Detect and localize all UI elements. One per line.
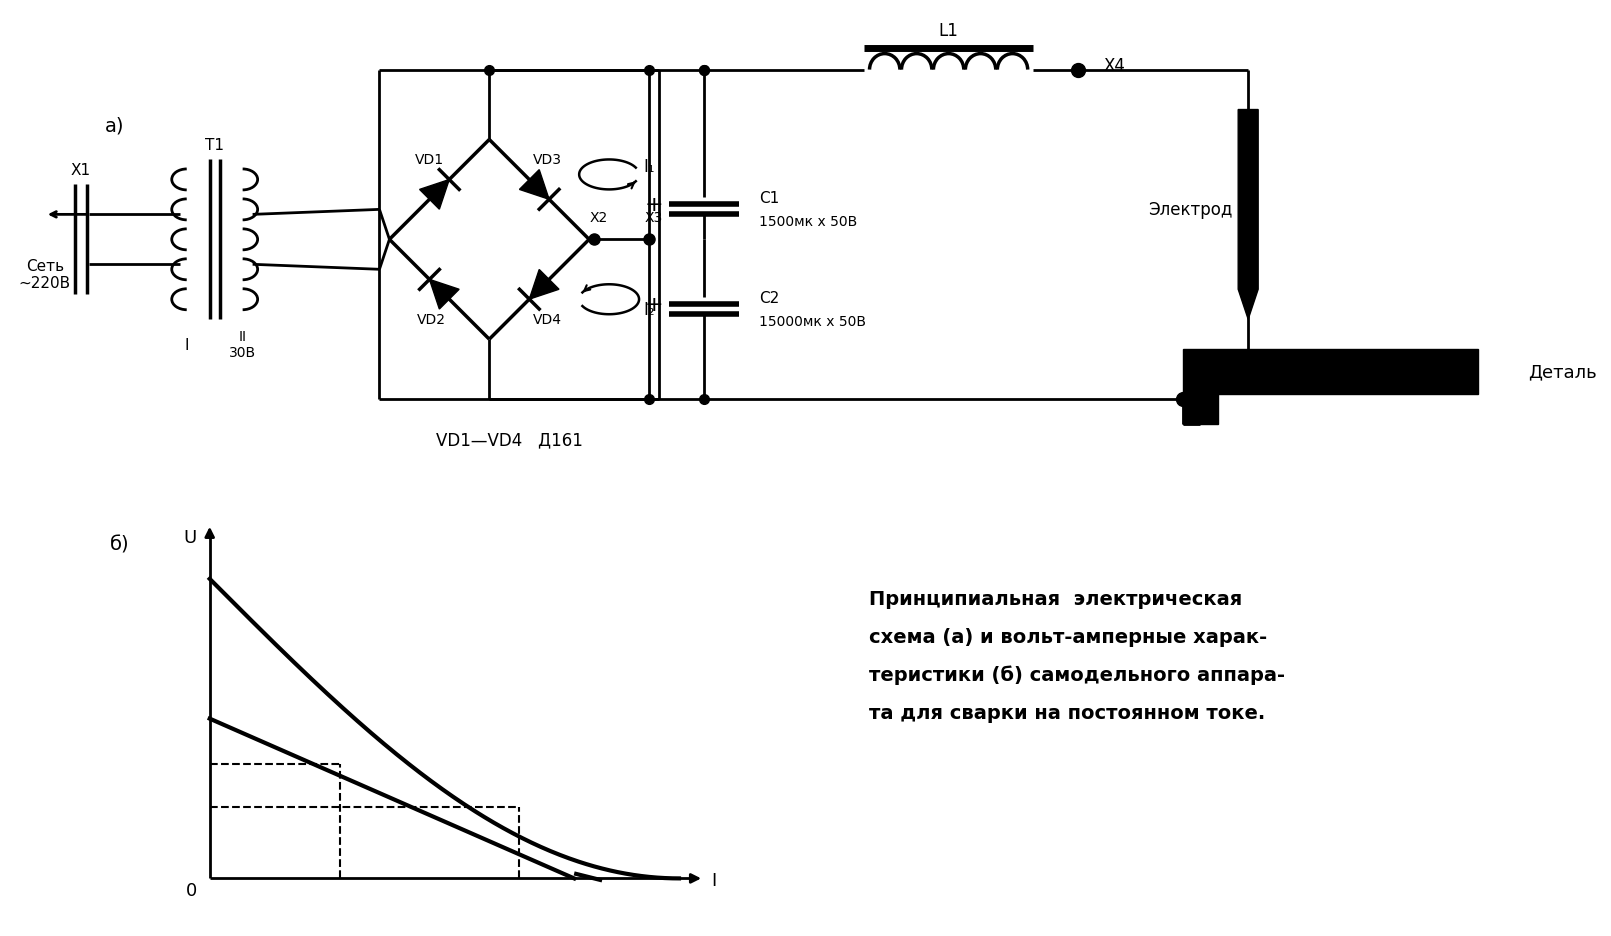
Text: +: + (644, 295, 664, 314)
Text: Х2: Х2 (590, 212, 609, 226)
Polygon shape (430, 280, 459, 310)
Text: VD1—VD4   Д161: VD1—VD4 Д161 (437, 431, 583, 448)
Bar (1182, 395, 1218, 425)
Text: T1: T1 (205, 138, 224, 153)
Text: II
30В: II 30В (229, 329, 256, 360)
Text: Х4: Х4 (1104, 56, 1124, 75)
Polygon shape (519, 170, 549, 200)
Text: Электрод: Электрод (1149, 201, 1232, 219)
Text: теристики (б) самодельного аппара-: теристики (б) самодельного аппара- (868, 665, 1284, 685)
Text: +: + (644, 196, 664, 215)
Text: Х1: Х1 (71, 163, 90, 178)
Polygon shape (530, 271, 559, 300)
Text: C2: C2 (759, 290, 780, 305)
Text: б): б) (110, 534, 129, 554)
Text: L1: L1 (939, 22, 959, 39)
Text: U: U (184, 528, 197, 547)
Text: 1500мк х 50В: 1500мк х 50В (759, 215, 857, 229)
Text: VD2: VD2 (417, 313, 446, 327)
Text: I: I (185, 337, 188, 352)
Text: 15000мк х 50В: 15000мк х 50В (759, 314, 865, 329)
Text: Х5: Х5 (1189, 411, 1210, 429)
Bar (1182, 350, 1477, 395)
Polygon shape (419, 181, 449, 210)
Text: I: I (712, 871, 717, 889)
Text: C1: C1 (759, 191, 780, 206)
Text: схема (а) и вольт-амперные харак-: схема (а) и вольт-амперные харак- (868, 627, 1266, 647)
Text: Х3: Х3 (644, 212, 664, 226)
Text: VD4: VD4 (533, 313, 562, 327)
Text: VD3: VD3 (533, 154, 562, 168)
Text: I₁: I₁ (643, 158, 654, 176)
Text: 0: 0 (187, 882, 197, 899)
Text: а): а) (105, 116, 124, 135)
Text: Деталь: Деталь (1527, 363, 1597, 381)
Text: та для сварки на постоянном токе.: та для сварки на постоянном токе. (868, 703, 1265, 723)
Text: VD1: VD1 (414, 154, 445, 168)
Text: Сеть
~220В: Сеть ~220В (19, 259, 71, 291)
Text: I₂: I₂ (643, 300, 654, 319)
Text: Принципиальная  электрическая: Принципиальная электрическая (868, 590, 1242, 608)
Polygon shape (1239, 110, 1258, 320)
